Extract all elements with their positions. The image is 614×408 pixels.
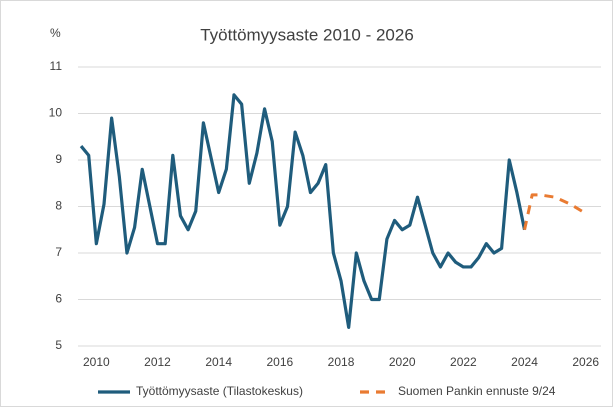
chart-title: Työttömyysaste 2010 - 2026 — [200, 25, 414, 44]
y-tick-label: 8 — [55, 199, 62, 213]
y-tick-label: 6 — [55, 292, 62, 306]
x-tick-label: 2020 — [389, 355, 416, 369]
legend-label: Työttömyysaste (Tilastokeskus) — [136, 384, 303, 398]
x-tick-label: 2016 — [267, 355, 294, 369]
x-tick-label: 2012 — [144, 355, 171, 369]
y-axis-label: % — [50, 26, 61, 40]
x-tick-label: 2018 — [328, 355, 355, 369]
y-tick-label: 11 — [50, 59, 63, 73]
x-tick-label: 2014 — [205, 355, 232, 369]
y-tick-label: 7 — [55, 245, 62, 259]
y-tick-label: 10 — [49, 106, 63, 120]
series-line — [523, 193, 587, 231]
x-tick-label: 2026 — [572, 355, 599, 369]
series-line — [79, 93, 527, 329]
y-tick-label: 9 — [55, 152, 62, 166]
x-tick-label: 2024 — [511, 355, 538, 369]
x-tick-label: 2010 — [83, 355, 110, 369]
x-tick-label: 2022 — [450, 355, 477, 369]
y-tick-label: 5 — [55, 338, 62, 352]
legend-label: Suomen Pankin ennuste 9/24 — [398, 384, 556, 398]
